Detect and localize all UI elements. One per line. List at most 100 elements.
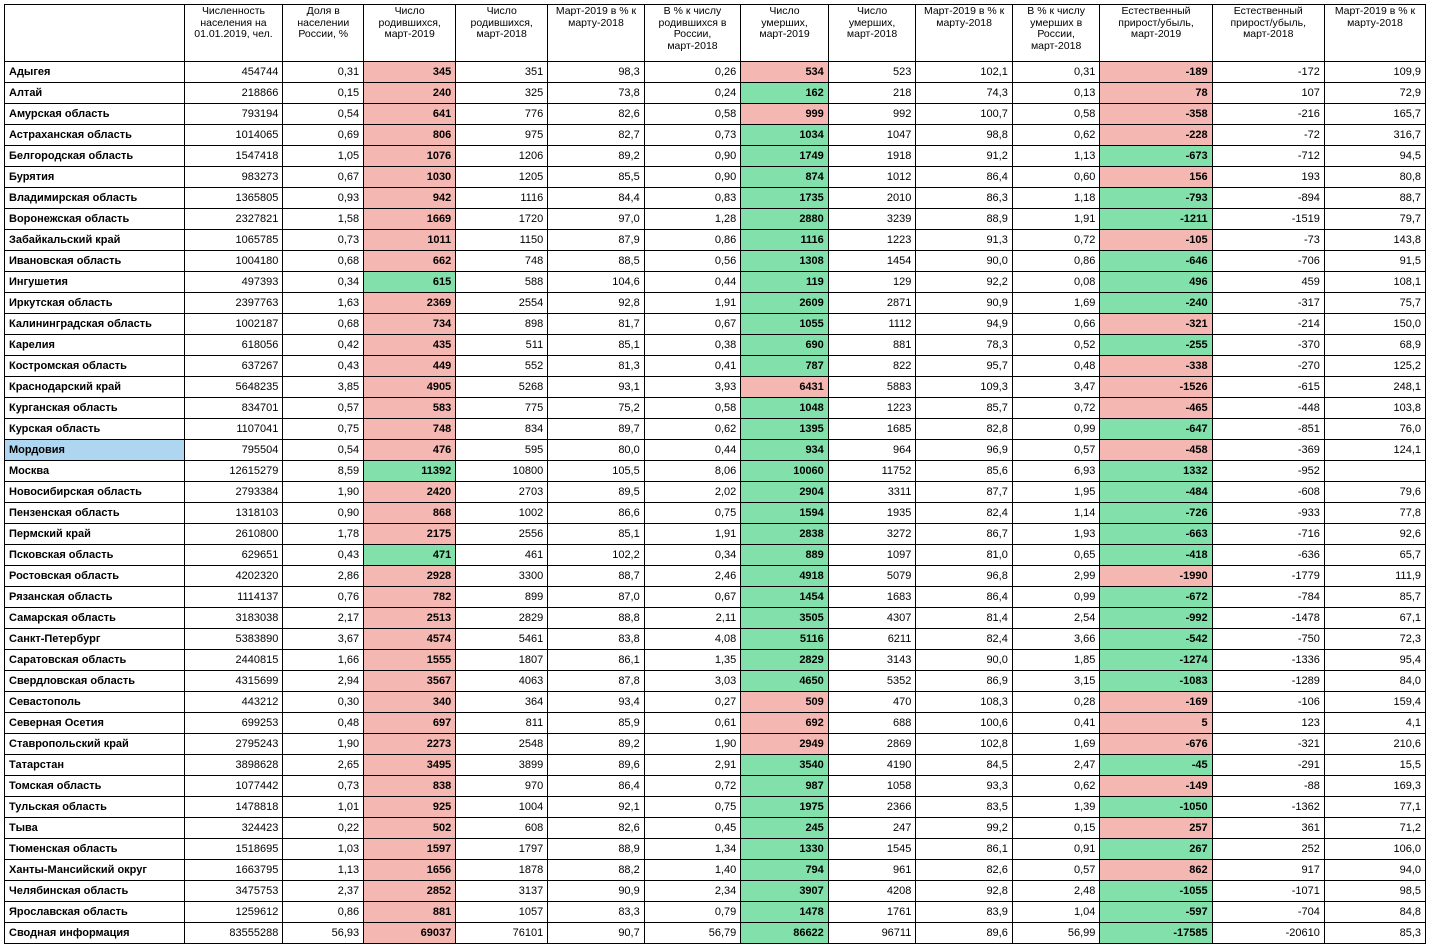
cell-dp: 81,0 (916, 545, 1013, 566)
cell-b18: 1720 (456, 209, 548, 230)
cell-region: Новосибирская область (5, 482, 185, 503)
cell-incp: 108,1 (1324, 272, 1425, 293)
cell-b19: 345 (364, 62, 456, 83)
cell-dshare: 3,15 (1012, 671, 1100, 692)
cell-b19: 697 (364, 713, 456, 734)
cell-d19: 509 (741, 692, 829, 713)
cell-share: 0,75 (283, 419, 364, 440)
cell-dshare: 0,58 (1012, 104, 1100, 125)
cell-b19: 1555 (364, 650, 456, 671)
table-row: Пермский край26108001,782175255685,11,91… (5, 524, 1426, 545)
cell-inc19: -1990 (1100, 566, 1212, 587)
cell-bshare: 2,46 (644, 566, 741, 587)
cell-bp: 104,6 (548, 272, 645, 293)
cell-share: 0,57 (283, 398, 364, 419)
cell-bshare: 0,67 (644, 314, 741, 335)
cell-d19: 999 (741, 104, 829, 125)
cell-dp: 86,3 (916, 188, 1013, 209)
table-row: Тульская область14788181,01925100492,10,… (5, 797, 1426, 818)
cell-inc18: -448 (1212, 398, 1324, 419)
cell-pop: 637267 (184, 356, 283, 377)
cell-dshare: 0,60 (1012, 167, 1100, 188)
cell-d19: 874 (741, 167, 829, 188)
cell-d18: 2869 (828, 734, 916, 755)
cell-inc18: -1289 (1212, 671, 1324, 692)
cell-bshare: 0,38 (644, 335, 741, 356)
cell-d18: 4307 (828, 608, 916, 629)
cell-b19: 471 (364, 545, 456, 566)
cell-dp: 90,0 (916, 650, 1013, 671)
cell-inc19: -672 (1100, 587, 1212, 608)
cell-region: Рязанская область (5, 587, 185, 608)
cell-bp: 86,6 (548, 503, 645, 524)
cell-b18: 1807 (456, 650, 548, 671)
cell-region: Краснодарский край (5, 377, 185, 398)
cell-share: 1,78 (283, 524, 364, 545)
cell-incp: 210,6 (1324, 734, 1425, 755)
cell-incp: 248,1 (1324, 377, 1425, 398)
cell-b18: 1116 (456, 188, 548, 209)
cell-b18: 748 (456, 251, 548, 272)
cell-b18: 811 (456, 713, 548, 734)
cell-pop: 1318103 (184, 503, 283, 524)
cell-incp: 106,0 (1324, 839, 1425, 860)
cell-bp: 87,9 (548, 230, 645, 251)
cell-b19: 340 (364, 692, 456, 713)
cell-bp: 90,9 (548, 881, 645, 902)
table-row: Ярославская область12596120,86881105783,… (5, 902, 1426, 923)
cell-bp: 81,7 (548, 314, 645, 335)
cell-b19: 942 (364, 188, 456, 209)
cell-incp: 85,3 (1324, 923, 1425, 944)
cell-bshare: 0,73 (644, 125, 741, 146)
table-row: Тыва3244230,2250260882,60,4524524799,20,… (5, 818, 1426, 839)
cell-inc18: -270 (1212, 356, 1324, 377)
cell-bshare: 2,34 (644, 881, 741, 902)
cell-bshare: 1,90 (644, 734, 741, 755)
cell-b18: 325 (456, 83, 548, 104)
cell-region: Севастополь (5, 692, 185, 713)
cell-d19: 1308 (741, 251, 829, 272)
cell-b19: 1030 (364, 167, 456, 188)
cell-dshare: 0,41 (1012, 713, 1100, 734)
cell-share: 56,93 (283, 923, 364, 944)
cell-bp: 86,1 (548, 650, 645, 671)
cell-inc19: -465 (1100, 398, 1212, 419)
cell-inc18: -369 (1212, 440, 1324, 461)
table-row: Сводная информация8355528856,93690377610… (5, 923, 1426, 944)
cell-bshare: 0,86 (644, 230, 741, 251)
cell-b19: 4574 (364, 629, 456, 650)
cell-bp: 87,8 (548, 671, 645, 692)
cell-share: 0,73 (283, 230, 364, 251)
cell-bshare: 0,79 (644, 902, 741, 923)
cell-bshare: 0,24 (644, 83, 741, 104)
demographics-table: Численность населения на 01.01.2019, чел… (4, 4, 1426, 944)
cell-share: 2,37 (283, 881, 364, 902)
cell-share: 0,86 (283, 902, 364, 923)
cell-d19: 1975 (741, 797, 829, 818)
cell-d19: 794 (741, 860, 829, 881)
cell-b19: 435 (364, 335, 456, 356)
cell-dp: 96,8 (916, 566, 1013, 587)
cell-region: Тыва (5, 818, 185, 839)
cell-bp: 84,4 (548, 188, 645, 209)
cell-inc19: -255 (1100, 335, 1212, 356)
cell-d19: 245 (741, 818, 829, 839)
table-row: Иркутская область23977631,632369255492,8… (5, 293, 1426, 314)
cell-bshare: 0,44 (644, 272, 741, 293)
cell-inc19: -663 (1100, 524, 1212, 545)
cell-b18: 1797 (456, 839, 548, 860)
cell-inc18: 252 (1212, 839, 1324, 860)
cell-b18: 1205 (456, 167, 548, 188)
cell-d18: 688 (828, 713, 916, 734)
cell-bshare: 0,83 (644, 188, 741, 209)
cell-d18: 1058 (828, 776, 916, 797)
cell-bp: 92,1 (548, 797, 645, 818)
cell-incp: 103,8 (1324, 398, 1425, 419)
cell-pop: 5383890 (184, 629, 283, 650)
cell-inc19: 267 (1100, 839, 1212, 860)
cell-share: 0,54 (283, 104, 364, 125)
cell-inc19: 862 (1100, 860, 1212, 881)
cell-dshare: 0,57 (1012, 860, 1100, 881)
table-row: Карелия6180560,4243551185,10,3869088178,… (5, 335, 1426, 356)
cell-dp: 82,6 (916, 860, 1013, 881)
